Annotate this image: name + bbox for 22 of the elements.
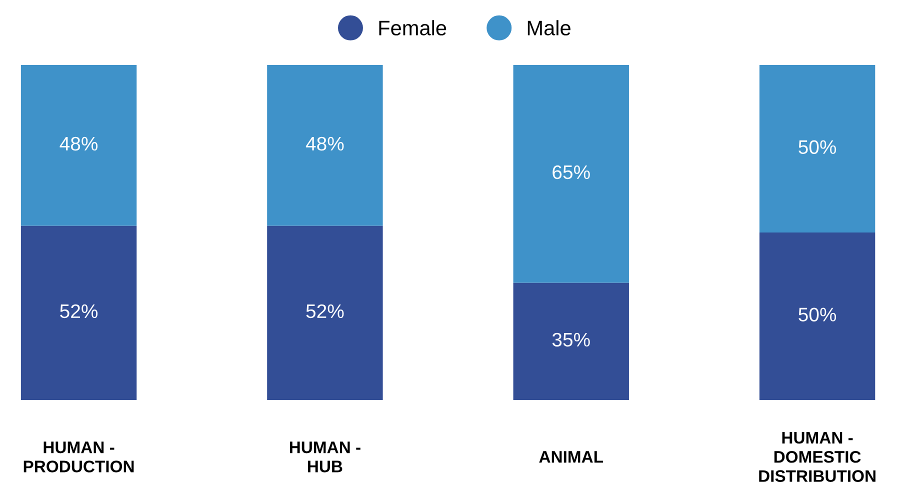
bar <box>267 65 383 226</box>
bar <box>267 226 383 400</box>
bar <box>20 65 137 226</box>
data-label: 52% <box>60 304 98 318</box>
data-label: 35% <box>552 332 590 347</box>
data-label: 52% <box>306 304 344 318</box>
data-label: 65% <box>552 165 590 180</box>
legend-label: Male <box>528 20 570 36</box>
data-label: 50% <box>798 308 836 322</box>
bar <box>20 226 137 400</box>
bar <box>759 65 876 232</box>
x-tick-label: HUMAN - DOMESTIC DISTRIBUTION <box>759 432 876 482</box>
x-tick-label: ANIMAL <box>539 451 604 463</box>
data-label: 48% <box>306 136 344 151</box>
bar <box>513 282 629 400</box>
data-label: 50% <box>798 140 836 154</box>
bar <box>759 232 876 400</box>
bar <box>513 65 629 283</box>
x-tick-label: HUMAN - HUB <box>290 442 360 472</box>
data-label: 48% <box>60 136 98 151</box>
legend-label: Female <box>379 20 446 36</box>
x-tick-label: HUMAN - PRODUCTION <box>24 442 134 472</box>
